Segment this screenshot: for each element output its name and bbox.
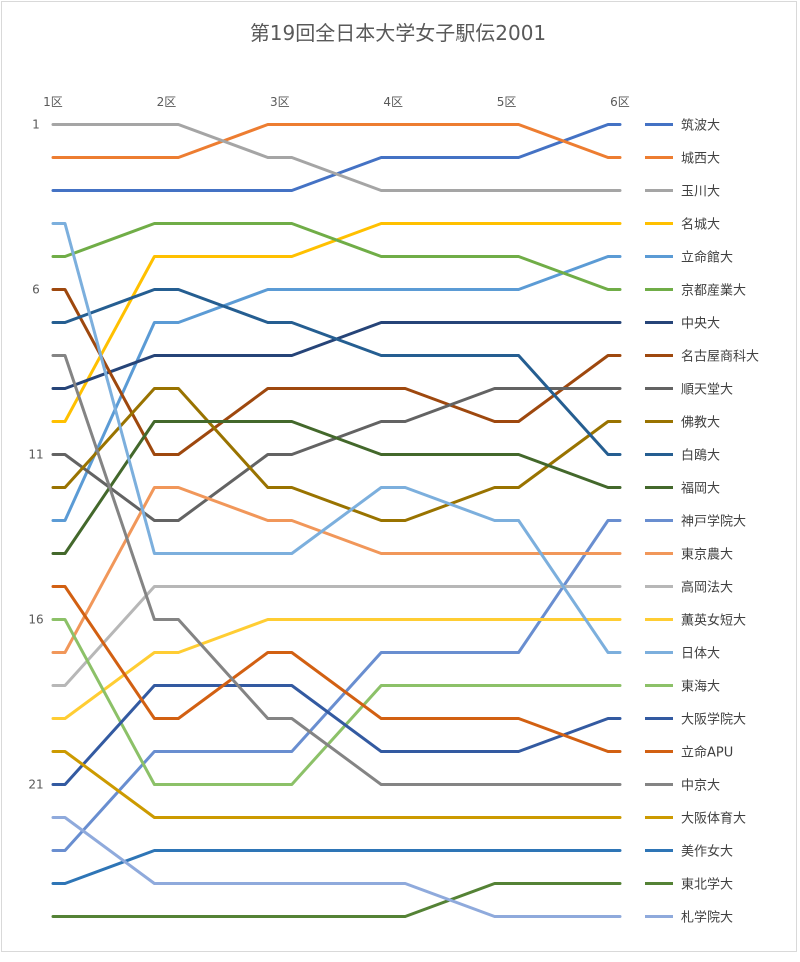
legend-label: 立命館大 (681, 250, 733, 266)
series-line-8 (51, 288, 622, 456)
series-line-20 (51, 585, 622, 753)
series-line-17 (51, 222, 622, 654)
legend-label: 大阪学院大 (681, 712, 746, 728)
x-tick-label: 2区 (157, 95, 177, 109)
legend-label: 高岡法大 (681, 580, 733, 596)
series-line-6 (51, 222, 622, 291)
series-line-12 (51, 420, 622, 555)
legend-label: 東海大 (681, 679, 720, 695)
legend-label: 筑波大 (681, 118, 720, 134)
legend-label: 立命APU (681, 745, 733, 761)
series-line-22 (51, 750, 622, 819)
y-tick-label: 6 (32, 283, 40, 297)
series-line-14 (51, 486, 622, 654)
series-line-16 (51, 618, 622, 720)
series-line-21 (51, 354, 622, 786)
series-line-11 (51, 288, 622, 456)
y-tick-label: 11 (28, 448, 43, 462)
legend-label: 玉川大 (681, 185, 720, 200)
legend-label: 白鴎大 (681, 448, 720, 464)
legend-label: 東北学大 (681, 877, 733, 893)
legend-label: 佛教大 (681, 415, 720, 431)
x-tick-label: 1区 (43, 95, 63, 109)
series-line-25 (51, 816, 622, 918)
y-tick-label: 16 (28, 613, 43, 627)
chart-title: 第19回全日本大学女子駅伝2001 (250, 21, 546, 45)
y-tick-label: 21 (28, 778, 43, 792)
series-line-18 (51, 618, 622, 786)
series-line-24 (51, 882, 622, 918)
legend-label: 中京大 (681, 779, 720, 794)
series-line-10 (51, 387, 622, 522)
series-line-5 (51, 255, 622, 522)
legend-label: 順天堂大 (681, 383, 733, 398)
legend-label: 名古屋商科大 (681, 349, 759, 365)
legend-label: 薫英女短大 (681, 613, 746, 629)
series-line-19 (51, 684, 622, 786)
legend-label: 美作女大 (681, 844, 733, 860)
legend-label: 中央大 (681, 317, 720, 332)
series-lines (51, 123, 622, 918)
legend-label: 京都産業大 (681, 283, 746, 299)
legend: 筑波大城西大玉川大名城大立命館大京都産業大中央大名古屋商科大順天堂大佛教大白鴎大… (645, 118, 759, 926)
series-line-13 (51, 519, 622, 852)
x-tick-label: 5区 (497, 95, 517, 109)
y-tick-label: 1 (32, 118, 40, 132)
x-tick-label: 6区 (610, 95, 630, 109)
series-line-2 (51, 123, 622, 159)
legend-label: 神戸学院大 (681, 514, 746, 530)
series-line-23 (51, 849, 622, 885)
legend-label: 大阪体育大 (681, 811, 746, 827)
x-tick-label: 4区 (383, 95, 403, 109)
legend-label: 福岡大 (681, 482, 720, 497)
legend-label: 城西大 (681, 152, 720, 167)
series-line-3 (51, 123, 622, 192)
series-line-15 (51, 585, 622, 687)
legend-label: 札学院大 (681, 910, 733, 926)
legend-label: 名城大 (681, 217, 720, 233)
legend-label: 東京農大 (681, 547, 733, 563)
x-axis-tick-labels: 1区 2区 3区 4区 5区 6区 (43, 95, 630, 109)
legend-label: 日体大 (681, 647, 720, 662)
x-tick-label: 3区 (270, 95, 290, 109)
